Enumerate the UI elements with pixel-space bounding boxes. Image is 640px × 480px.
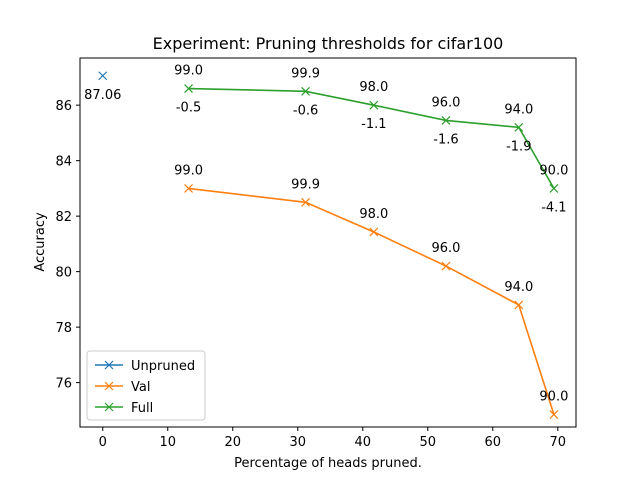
full-data-label: 90.0: [539, 163, 568, 178]
full-delta-label: -1.6: [433, 132, 458, 147]
val-point: [301, 197, 310, 207]
full-delta-label: -4.1: [541, 200, 566, 215]
plot-area: [79, 57, 577, 428]
full-point: [549, 183, 559, 193]
y-tick-label: 84: [55, 155, 72, 170]
val-point: [549, 410, 559, 419]
series-full: 99.0 -0.5 99.9 -0.6 98.0 -1.1 96.0 -1.6 94.0 -1.9…: [174, 64, 568, 216]
val-data-label: 99.9: [291, 177, 320, 192]
full-data-label: 99.9: [291, 66, 320, 81]
x-tick-label: 20: [224, 435, 241, 450]
full-data-label: 96.0: [432, 95, 461, 110]
full-point: [441, 116, 451, 125]
x-tick-label: 50: [420, 435, 437, 450]
legend-marker-unpruned: [104, 360, 114, 370]
series-layer: 87.0699.099.998.096.094.090.099.0-0.599.…: [84, 64, 568, 419]
y-tick-label: 82: [55, 210, 72, 225]
val-line: [188, 187, 555, 415]
legend-label-unpruned: Unpruned: [131, 359, 195, 374]
chart-title: Experiment: Pruning thresholds for cifar…: [153, 34, 504, 53]
val-data-label: 99.0: [174, 163, 203, 178]
full-delta-label: -0.6: [293, 103, 318, 118]
x-axis-ticks: 0 10 20 30 40 50 60 70: [99, 427, 566, 450]
y-tick-label: 78: [55, 321, 72, 336]
full-data-label: 94.0: [504, 102, 533, 117]
y-tick-label: 86: [55, 99, 72, 114]
legend-box: [86, 350, 206, 421]
full-point: [184, 84, 193, 93]
val-point: [441, 261, 451, 271]
y-tick-label: 76: [55, 377, 72, 392]
full-point: [369, 100, 379, 110]
x-tick-label: 10: [159, 435, 176, 450]
legend-marker-val: [104, 381, 114, 391]
x-tick-label: 60: [485, 435, 502, 450]
full-point: [301, 86, 310, 96]
val-data-label: 96.0: [432, 241, 461, 256]
legend-marker-full: [104, 402, 114, 412]
val-point: [369, 227, 379, 237]
full-data-label: 98.0: [359, 80, 388, 95]
x-tick-label: 70: [550, 435, 567, 450]
full-line: [188, 87, 555, 189]
unpruned-delta-label: 87.06: [84, 88, 121, 103]
val-data-label: 90.0: [539, 390, 568, 405]
legend-label-full: Full: [131, 401, 153, 416]
full-point: [514, 122, 524, 132]
val-data-label: 94.0: [504, 280, 533, 295]
full-delta-label: -0.5: [176, 101, 201, 116]
y-axis-ticks: 76 78 80 82 84 86: [55, 99, 80, 392]
x-tick-label: 30: [289, 435, 306, 450]
legend-label-val: Val: [131, 380, 150, 395]
x-tick-label: 0: [99, 435, 107, 450]
series-val: 99.0 99.9 98.0 96.0 94.0 90.0: [174, 163, 568, 419]
val-point: [184, 183, 193, 193]
y-tick-label: 80: [55, 266, 72, 281]
val-point: [514, 300, 524, 310]
full-delta-label: -1.1: [361, 117, 386, 132]
val-data-label: 98.0: [359, 207, 388, 222]
unpruned-point: [98, 71, 108, 81]
legend: Unpruned Val Full: [86, 350, 206, 421]
x-axis-label: Percentage of heads pruned.: [234, 456, 422, 471]
x-tick-label: 40: [355, 435, 372, 450]
full-delta-label: -1.9: [506, 139, 531, 154]
series-unpruned: 87.06: [84, 71, 121, 103]
full-data-label: 99.0: [174, 64, 203, 79]
y-axis-label: Accuracy: [33, 212, 48, 272]
